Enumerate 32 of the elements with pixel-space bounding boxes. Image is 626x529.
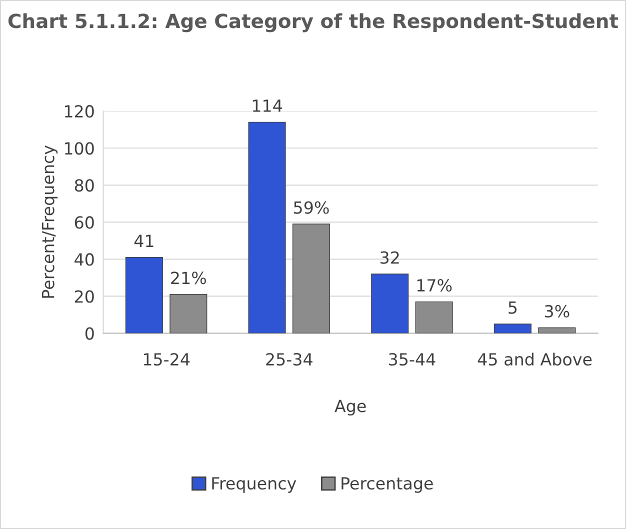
bar bbox=[170, 294, 208, 334]
data-label: 32 bbox=[380, 251, 399, 264]
y-tick-label: 80 bbox=[74, 179, 94, 192]
bar bbox=[292, 224, 330, 334]
y-tick-label: 100 bbox=[64, 142, 94, 155]
data-label: 59% bbox=[294, 201, 329, 214]
legend-label: Percentage bbox=[342, 477, 433, 493]
bar bbox=[125, 257, 163, 334]
legend-label: Frequency bbox=[212, 477, 296, 493]
x-tick-label: 15-24 bbox=[144, 353, 190, 366]
data-label: 5 bbox=[508, 301, 517, 314]
y-axis-title: Percent/Frequency bbox=[42, 145, 58, 298]
bar bbox=[538, 327, 576, 334]
y-tick-label: 60 bbox=[74, 216, 94, 229]
data-label: 17% bbox=[417, 279, 452, 292]
bar bbox=[248, 122, 286, 334]
bar bbox=[494, 324, 532, 334]
data-label: 41 bbox=[134, 234, 154, 247]
bar bbox=[371, 274, 409, 334]
data-label: 21% bbox=[171, 272, 206, 284]
y-tick-label: 0 bbox=[85, 327, 94, 340]
data-label: 114 bbox=[252, 100, 282, 112]
chart-title: Chart 5.1.1.2: Age Category of the Respondent-Student bbox=[8, 13, 618, 32]
x-tick-label: 25-34 bbox=[266, 353, 312, 366]
x-axis-title: Age bbox=[334, 400, 366, 416]
x-tick-label: 45 and Above bbox=[478, 352, 592, 366]
bar bbox=[415, 301, 453, 334]
y-tick-label: 20 bbox=[74, 290, 94, 303]
y-tick-label: 120 bbox=[64, 105, 94, 118]
x-tick-label: 35-44 bbox=[389, 353, 436, 366]
y-tick-label: 40 bbox=[74, 253, 94, 266]
data-label: 3% bbox=[544, 304, 570, 318]
